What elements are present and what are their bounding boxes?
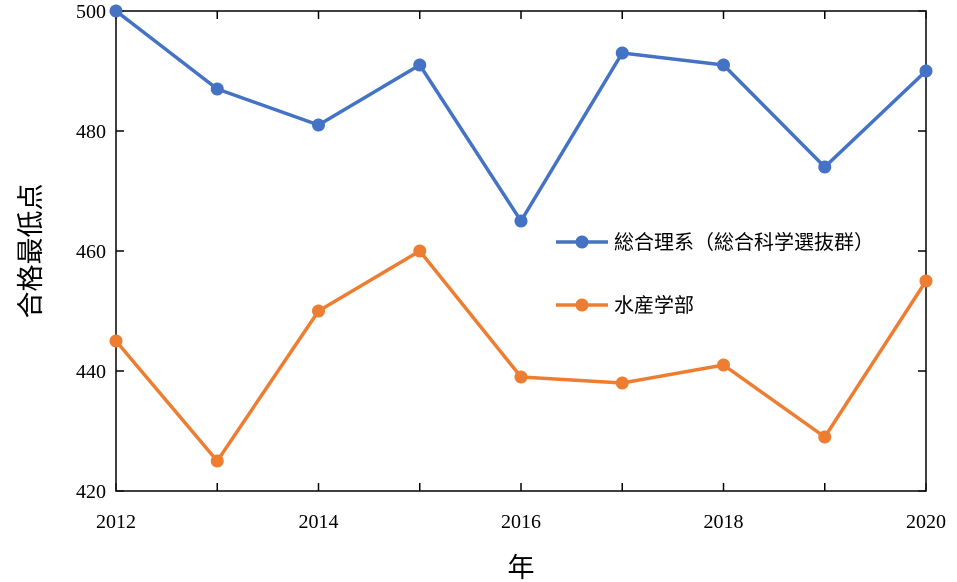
data-point bbox=[818, 430, 832, 444]
data-point bbox=[413, 58, 427, 72]
data-point bbox=[514, 214, 528, 228]
data-point bbox=[615, 376, 629, 390]
y-tick-label: 440 bbox=[76, 361, 106, 383]
series-line bbox=[114, 9, 928, 223]
y-tick-label: 480 bbox=[76, 121, 106, 143]
data-point bbox=[717, 58, 730, 72]
data-point bbox=[919, 64, 933, 78]
y-axis: 420 440 460 480 500 bbox=[76, 1, 926, 503]
x-tick-label: 2014 bbox=[299, 511, 339, 533]
legend-label: 水産学部 bbox=[614, 293, 694, 317]
legend: 総合理系（総合科学選抜群） 水産学部 bbox=[556, 230, 874, 317]
legend-label: 総合理系（総合科学選抜群） bbox=[614, 230, 874, 254]
x-axis-title: 年 bbox=[508, 553, 535, 582]
data-point bbox=[514, 370, 528, 384]
data-point bbox=[210, 82, 224, 96]
y-tick-label: 420 bbox=[76, 481, 106, 503]
data-point bbox=[312, 118, 325, 132]
data-point bbox=[109, 334, 123, 348]
series-2 bbox=[109, 244, 933, 468]
x-tick-label: 2016 bbox=[501, 511, 541, 533]
legend-marker bbox=[575, 235, 589, 249]
data-point bbox=[615, 46, 629, 60]
data-point bbox=[109, 4, 123, 18]
series-layer bbox=[109, 4, 933, 468]
data-point bbox=[413, 244, 427, 258]
legend-marker bbox=[575, 298, 589, 312]
legend-item: 総合理系（総合科学選抜群） bbox=[556, 230, 874, 254]
data-point bbox=[312, 304, 325, 318]
x-tick-label: 2012 bbox=[96, 511, 136, 533]
y-tick-label: 500 bbox=[76, 1, 106, 23]
x-tick-label: 2018 bbox=[704, 511, 744, 533]
y-axis-title: 合格最低点 bbox=[16, 184, 47, 319]
x-axis: 2012 2014 2016 2018 2020 bbox=[96, 11, 946, 533]
series-line bbox=[114, 249, 928, 463]
data-point bbox=[210, 454, 224, 468]
x-tick-label: 2020 bbox=[906, 511, 946, 533]
series-1 bbox=[109, 4, 933, 228]
data-point bbox=[818, 160, 832, 174]
y-tick-label: 460 bbox=[76, 241, 106, 263]
data-point bbox=[717, 358, 730, 372]
data-point bbox=[919, 274, 933, 288]
legend-item: 水産学部 bbox=[556, 293, 694, 317]
